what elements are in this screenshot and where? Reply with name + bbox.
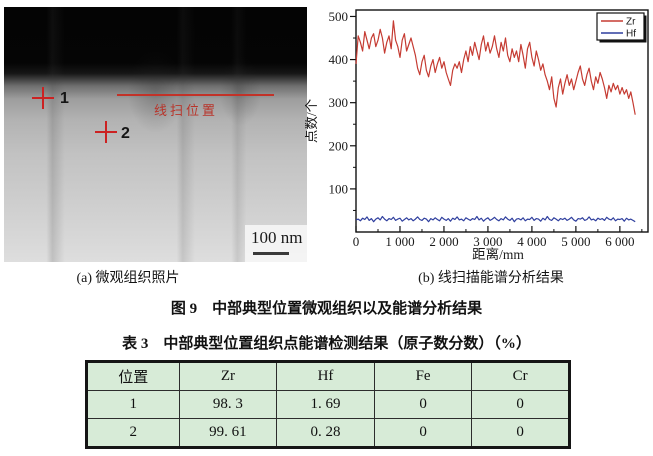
table-header-cell: Zr — [178, 361, 278, 391]
x-tick-label: 1 000 — [385, 234, 414, 249]
x-tick-label: 6 000 — [605, 234, 634, 249]
table-cell: 1 — [86, 390, 180, 419]
y-tick-label: 500 — [329, 9, 349, 24]
table-cell: 0 — [373, 390, 473, 419]
legend-box — [596, 12, 645, 41]
scale-bar-line — [253, 252, 289, 255]
x-tick-label: 0 — [353, 234, 360, 249]
y-tick-label: 300 — [329, 95, 349, 110]
plot-frame — [355, 9, 649, 233]
table-header-cell: Fe — [373, 361, 473, 391]
x-axis-label: 距离/mm — [472, 246, 524, 262]
micrograph-texture — [4, 7, 307, 262]
table-cell: 0. 28 — [276, 418, 375, 448]
point-marker-1-label: 1 — [60, 90, 69, 107]
x-tick-label: 5 000 — [561, 234, 590, 249]
scale-bar: 100 nm — [245, 225, 307, 262]
x-tick-label: 3 000 — [473, 234, 502, 249]
table-cell: 0 — [471, 390, 570, 419]
table-header-cell: Hf — [276, 361, 375, 391]
series-zr-line — [355, 20, 636, 115]
table-cell: 0 — [373, 418, 473, 448]
line-scan-position-label: 线扫位置 — [154, 103, 219, 118]
line-scan-position-line — [117, 94, 274, 96]
table-cell: 98. 3 — [178, 390, 278, 419]
table-header-cell: Cr — [471, 361, 570, 391]
point-marker-2-cross — [95, 121, 117, 143]
legend-label-hf: Hf — [626, 29, 636, 40]
y-axis-label: 点数/个 — [305, 98, 319, 143]
micrograph-image: 1 2 线扫位置 100 nm — [4, 7, 307, 262]
panel-b-caption: (b) 线扫描能谱分析结果 — [418, 271, 564, 286]
y-tick-label: 200 — [329, 138, 349, 153]
figure-caption: 图 9 中部典型位置微观组织以及能谱分析结果 — [170, 301, 483, 317]
y-tick-label: 100 — [329, 181, 349, 196]
legend-label-zr: Zr — [626, 17, 636, 28]
scale-bar-label: 100 nm — [251, 228, 303, 247]
point-marker-2-label: 2 — [121, 125, 130, 142]
table-header-row: 位置 Zr Hf Fe Cr — [86, 361, 570, 391]
y-tick-label: 400 — [329, 52, 349, 67]
table-row: 2 99. 61 0. 28 0 0 — [86, 418, 570, 448]
eds-table: 位置 Zr Hf Fe Cr 1 98. 3 1. 69 0 0 2 99. 6… — [85, 360, 571, 449]
table-header-cell: 位置 — [86, 361, 180, 391]
x-tick-label: 4 000 — [517, 234, 546, 249]
point-marker-1-cross — [32, 87, 54, 109]
cross-v-bar — [42, 87, 44, 109]
table-cell: 99. 61 — [178, 418, 278, 448]
eds-line-chart: 100 200 300 400 500 0 1 000 2 000 3 000 4 000 5 00… — [305, 9, 649, 262]
table-caption: 表 3 中部典型位置组织点能谱检测结果（原子数分数）（%） — [122, 336, 531, 352]
x-tick-label: 2 000 — [429, 234, 458, 249]
cross-v-bar — [105, 121, 107, 143]
table-cell: 0 — [471, 418, 570, 448]
series-hf-line — [355, 215, 636, 223]
table-cell: 2 — [86, 418, 180, 448]
table-cell: 1. 69 — [276, 390, 375, 419]
panel-a-caption: (a) 微观组织照片 — [76, 271, 180, 286]
table-row: 1 98. 3 1. 69 0 0 — [86, 390, 570, 419]
